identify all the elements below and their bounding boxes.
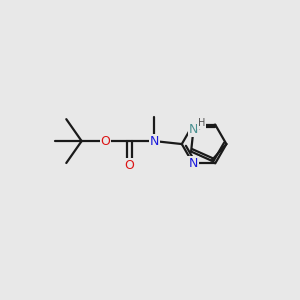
Text: N: N xyxy=(188,157,198,170)
Text: O: O xyxy=(124,159,134,172)
Text: N: N xyxy=(189,123,198,136)
Text: N: N xyxy=(150,135,159,148)
Text: O: O xyxy=(100,135,110,148)
Text: H: H xyxy=(198,118,206,128)
